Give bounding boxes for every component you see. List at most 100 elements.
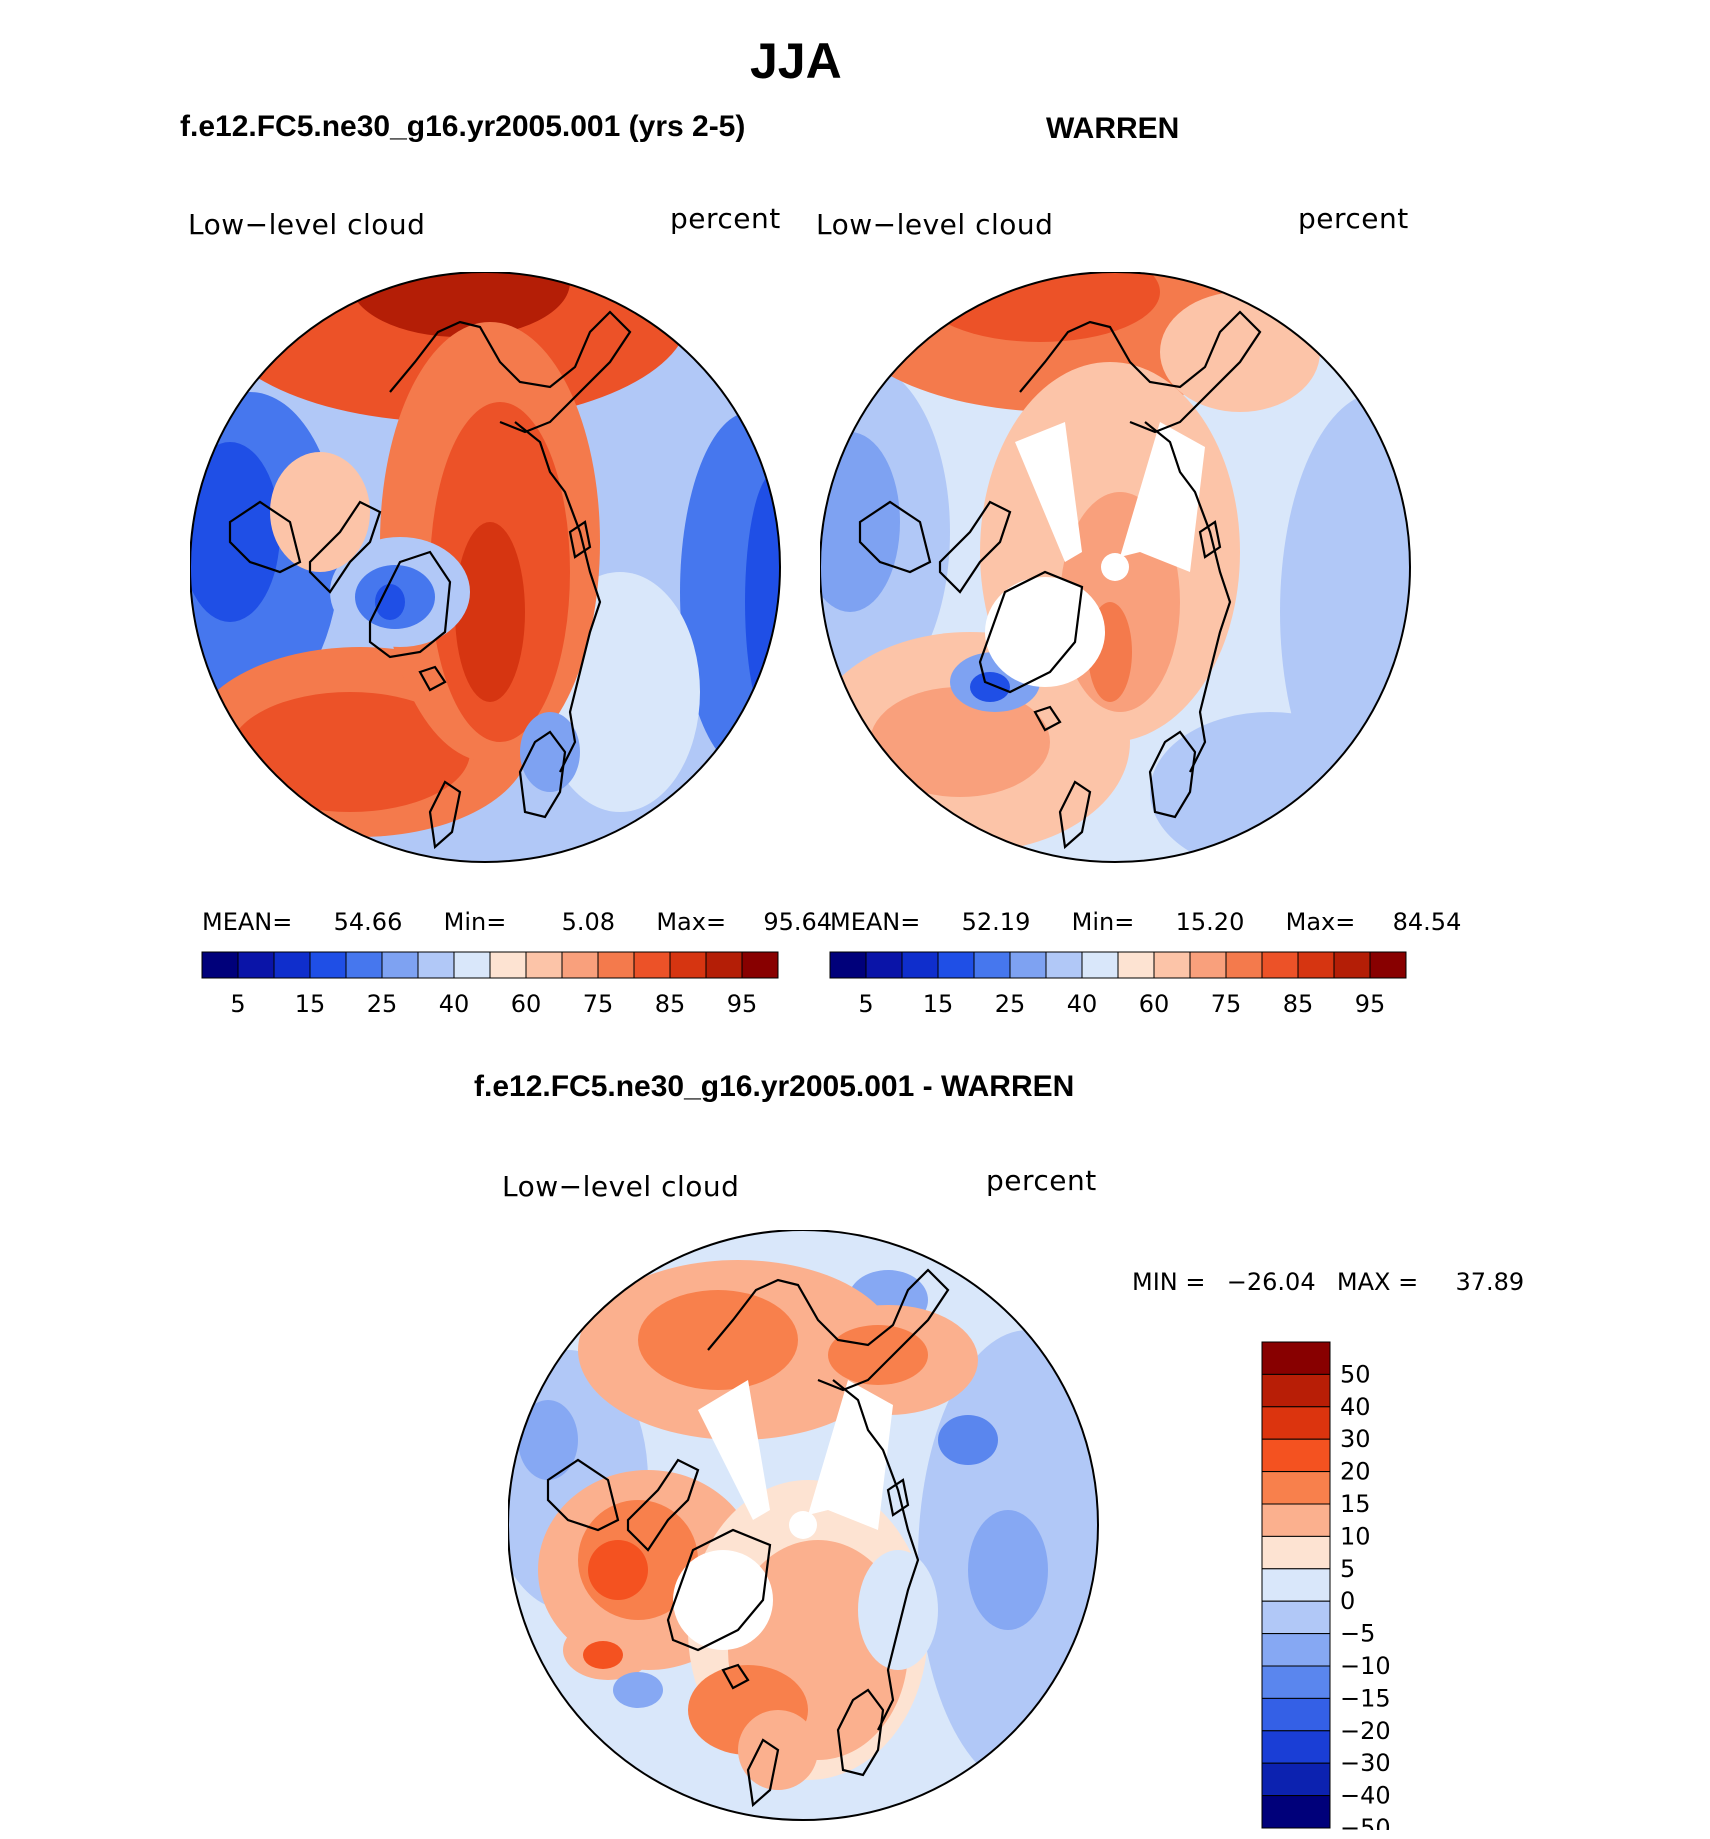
obs-colorbar-swatch	[1153, 951, 1191, 979]
difference-colorbar-swatch	[1261, 1600, 1331, 1635]
difference-colorbar-tick-label: 20	[1340, 1458, 1371, 1486]
difference-colorbar-tick-label: 40	[1340, 1393, 1371, 1421]
obs-colorbar-swatch	[829, 951, 867, 979]
difference-colorbar-tick-label: −40	[1340, 1782, 1391, 1810]
obs-min-label: Min=	[1071, 908, 1135, 936]
model-max-value: 95.64	[763, 908, 833, 936]
difference-min-value: −26.04	[1226, 1268, 1316, 1296]
obs-colorbar-tick-label: 95	[1355, 990, 1386, 1018]
model-colorbar-swatch	[453, 951, 491, 979]
obs-colorbar-tick-label: 25	[995, 990, 1026, 1018]
obs-colorbar-swatch	[1117, 951, 1155, 979]
difference-colorbar-swatch	[1261, 1503, 1331, 1537]
difference-colorbar-swatch	[1261, 1730, 1331, 1764]
difference-polar-map	[508, 1230, 1099, 1821]
difference-colorbar-tick-label: −50	[1340, 1814, 1391, 1830]
difference-colorbar-swatch	[1261, 1341, 1331, 1375]
model-colorbar-tick-label: 15	[295, 990, 326, 1018]
obs-max-value: 84.54	[1392, 908, 1462, 936]
difference-colorbar-tick-label: −5	[1340, 1620, 1375, 1648]
difference-colorbar-swatch	[1261, 1762, 1331, 1797]
model-min-value: 5.08	[561, 908, 616, 936]
obs-colorbar-tick-label: 40	[1067, 990, 1098, 1018]
model-colorbar-swatch	[381, 951, 419, 979]
difference-variable-label: Low−level cloud	[502, 1170, 740, 1203]
obs-colorbar-swatch	[1081, 951, 1119, 979]
model-colorbar-tick-label: 75	[583, 990, 614, 1018]
main-title: JJA	[750, 33, 842, 89]
model-colorbar-swatch	[273, 951, 311, 979]
obs-colorbar-swatch	[865, 951, 903, 979]
model-colorbar-swatch	[597, 951, 635, 979]
model-min-label: Min=	[443, 908, 507, 936]
obs-colorbar-tick-label: 85	[1283, 990, 1314, 1018]
difference-colorbar-tick-label: 15	[1340, 1490, 1371, 1518]
difference-min-label: MIN =	[1132, 1268, 1206, 1296]
difference-colorbar-swatch	[1261, 1406, 1331, 1440]
model-colorbar-swatch	[705, 951, 743, 979]
model-mean-label: MEAN=	[202, 908, 293, 936]
obs-colorbar-swatch	[1009, 951, 1047, 979]
difference-units-label: percent	[986, 1164, 1097, 1197]
model-colorbar-tick-label: 85	[655, 990, 686, 1018]
difference-colorbar-swatch	[1261, 1697, 1331, 1732]
difference-colorbar-swatch	[1261, 1438, 1331, 1473]
difference-colorbar-swatch	[1261, 1795, 1331, 1829]
difference-colorbar-swatch	[1261, 1373, 1331, 1408]
model-stats: MEAN= 54.66 Min= 5.08 Max= 95.64	[202, 908, 832, 936]
model-colorbar-swatch	[669, 951, 707, 979]
obs-units-label: percent	[1298, 202, 1409, 235]
model-colorbar-tick-label: 60	[511, 990, 542, 1018]
obs-mean-label: MEAN=	[830, 908, 921, 936]
difference-colorbar-swatch	[1261, 1633, 1331, 1667]
model-variable-label: Low−level cloud	[188, 208, 426, 241]
difference-heading: f.e12.FC5.ne30_g16.yr2005.001 - WARREN	[474, 1070, 1075, 1103]
obs-colorbar-swatch	[1369, 951, 1407, 979]
obs-colorbar-swatch	[937, 951, 975, 979]
difference-colorbar-swatch	[1261, 1568, 1331, 1602]
model-colorbar-swatch	[417, 951, 455, 979]
model-colorbar-tick-label: 95	[727, 990, 758, 1018]
difference-colorbar-tick-label: −20	[1340, 1717, 1391, 1745]
model-colorbar-swatch	[309, 951, 347, 979]
obs-colorbar-swatch	[1261, 951, 1299, 979]
difference-colorbar-tick-label: 10	[1340, 1522, 1371, 1550]
difference-colorbar-tick-label: −10	[1340, 1652, 1391, 1680]
difference-colorbar-tick-label: −15	[1340, 1684, 1391, 1712]
obs-max-label: Max=	[1285, 908, 1356, 936]
difference-colorbar-tick-label: 5	[1340, 1555, 1355, 1583]
obs-panel-heading: WARREN	[1046, 112, 1180, 145]
obs-mean-value: 52.19	[961, 908, 1031, 936]
obs-colorbar-tick-label: 60	[1139, 990, 1170, 1018]
model-colorbar-swatch	[741, 951, 779, 979]
model-colorbar-swatch	[633, 951, 671, 979]
model-colorbar-swatch	[237, 951, 275, 979]
model-colorbar-swatch	[489, 951, 527, 979]
difference-colorbar-swatch	[1261, 1535, 1331, 1570]
obs-colorbar-swatch	[1045, 951, 1083, 979]
obs-stats: MEAN= 52.19 Min= 15.20 Max= 84.54	[830, 908, 1461, 936]
model-colorbar-tick-label: 25	[367, 990, 398, 1018]
obs-colorbar-tick-label: 5	[858, 990, 873, 1018]
model-max-label: Max=	[656, 908, 727, 936]
model-colorbar-swatch	[345, 951, 383, 979]
model-colorbar-swatch	[525, 951, 563, 979]
obs-min-value: 15.20	[1175, 908, 1245, 936]
difference-colorbar-tick-label: 30	[1340, 1425, 1371, 1453]
model-colorbar: 5 15 25 40 60 75 85 95	[201, 951, 779, 1018]
difference-colorbar-swatch	[1261, 1665, 1331, 1699]
difference-colorbar-swatch	[1261, 1471, 1331, 1505]
obs-colorbar: 5 15 25 40 60 75 85 95	[829, 951, 1407, 1018]
obs-colorbar-swatch	[973, 951, 1011, 979]
obs-variable-label: Low−level cloud	[816, 208, 1054, 241]
obs-polar-map	[820, 272, 1411, 863]
obs-colorbar-tick-label: 75	[1211, 990, 1242, 1018]
model-colorbar-swatch	[561, 951, 599, 979]
model-panel-heading: f.e12.FC5.ne30_g16.yr2005.001 (yrs 2-5)	[180, 110, 746, 143]
obs-colorbar-swatch	[1189, 951, 1227, 979]
obs-colorbar-swatch	[1225, 951, 1263, 979]
model-mean-value: 54.66	[333, 908, 403, 936]
difference-max-value: 37.89	[1455, 1268, 1525, 1296]
model-colorbar-swatch	[201, 951, 239, 979]
